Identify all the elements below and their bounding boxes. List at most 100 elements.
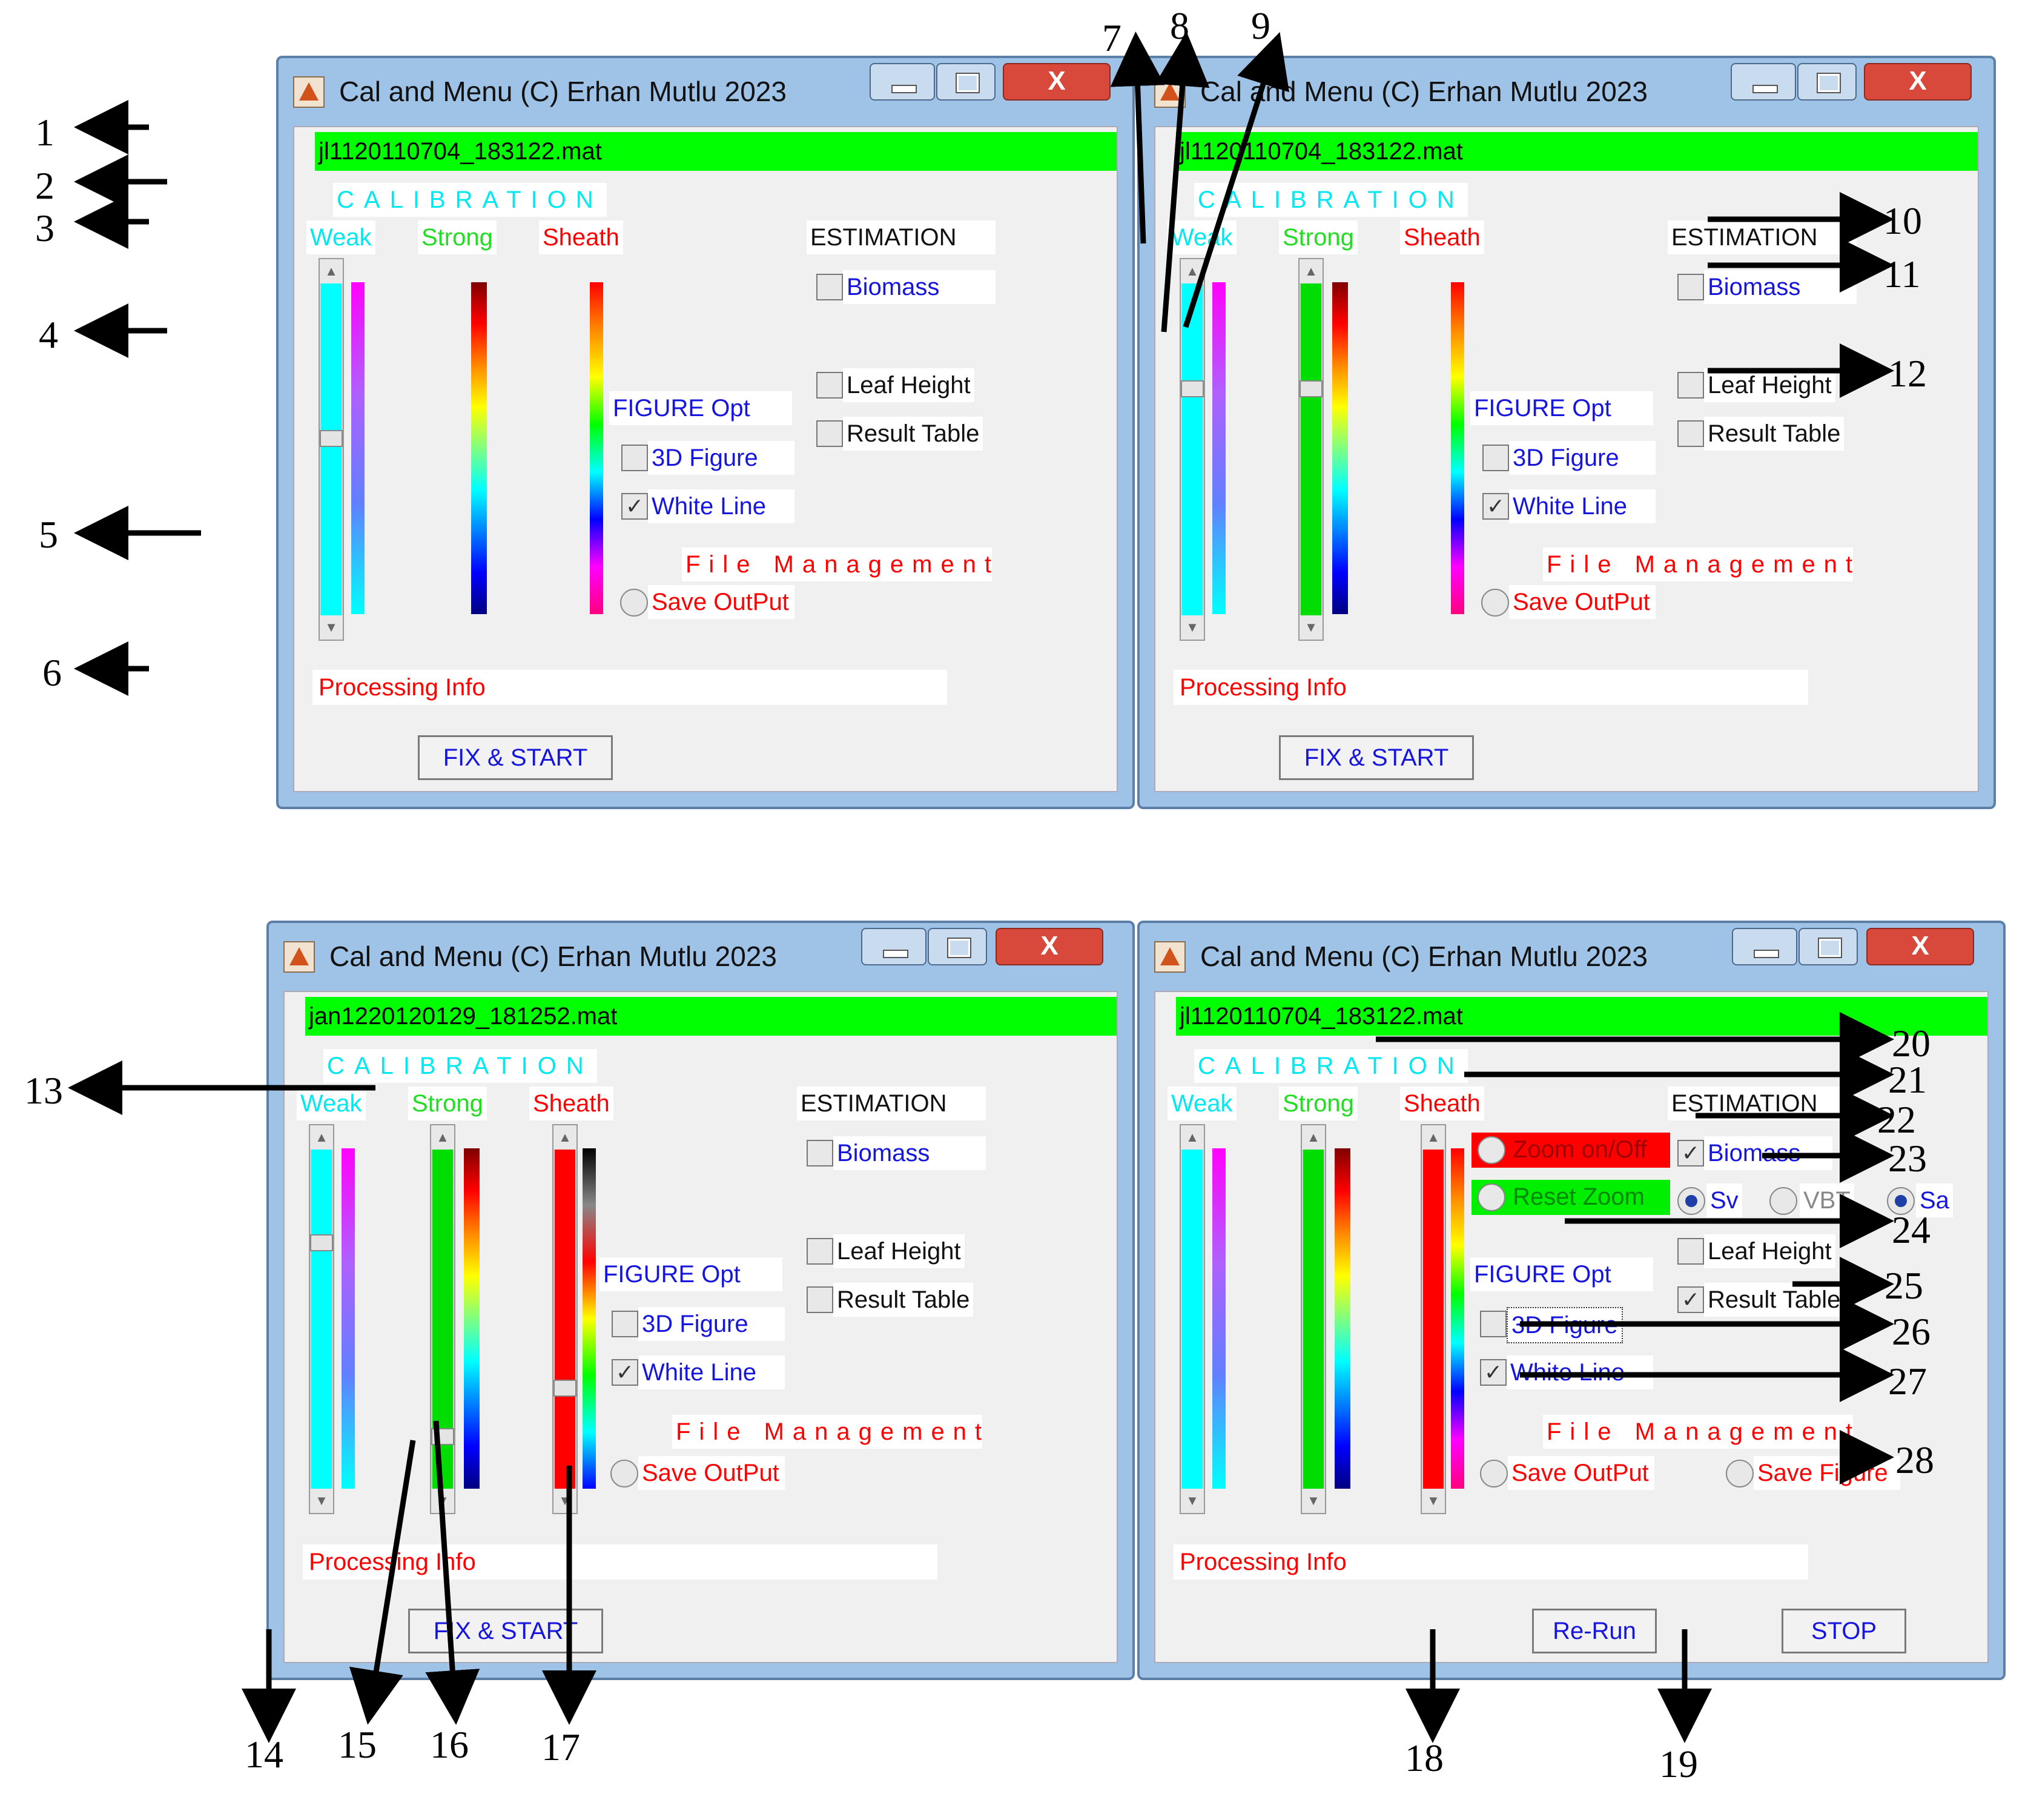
vbt-radio[interactable] xyxy=(1769,1187,1797,1215)
result-table-checkbox[interactable] xyxy=(807,1286,833,1313)
weak-slider[interactable]: ▲ ▼ xyxy=(309,1124,334,1514)
slider-thumb[interactable] xyxy=(553,1380,576,1397)
weak-slider[interactable]: ▲ ▼ xyxy=(319,258,344,641)
leaf-height-checkbox[interactable] xyxy=(1677,1238,1704,1265)
biomass-checkbox[interactable] xyxy=(1677,274,1704,300)
fix-start-button[interactable]: FIX & START xyxy=(1279,735,1474,780)
sheath-slider[interactable]: ▲ ▼ xyxy=(1421,1124,1446,1514)
slider-down-arrow[interactable]: ▼ xyxy=(310,1489,333,1513)
result-table-checkbox[interactable]: ✓ xyxy=(1677,1286,1704,1313)
leaf-height-label: Leaf Height xyxy=(833,1234,965,1268)
minimize-button[interactable] xyxy=(1731,63,1796,101)
slider-down-arrow[interactable]: ▼ xyxy=(1302,1489,1325,1513)
matlab-icon xyxy=(283,941,315,973)
callout-27: 27 xyxy=(1888,1360,1927,1403)
slider-down-arrow[interactable]: ▼ xyxy=(1300,615,1323,640)
result-table-checkbox[interactable] xyxy=(1677,420,1704,447)
reset-zoom-label: Reset Zoom xyxy=(1513,1183,1645,1210)
fix-start-button[interactable]: FIX & START xyxy=(418,735,613,780)
maximize-button[interactable] xyxy=(1798,928,1858,965)
maximize-button[interactable] xyxy=(936,63,996,101)
callout-19: 19 xyxy=(1659,1742,1698,1785)
white-line-checkbox[interactable]: ✓ xyxy=(1482,493,1509,520)
biomass-checkbox[interactable] xyxy=(816,274,843,300)
white-line-checkbox[interactable]: ✓ xyxy=(612,1359,638,1386)
leaf-height-checkbox[interactable] xyxy=(807,1238,833,1265)
3d-figure-checkbox[interactable] xyxy=(1480,1311,1507,1337)
close-button[interactable]: X xyxy=(1866,928,1974,965)
slider-up-arrow[interactable]: ▲ xyxy=(320,259,343,283)
slider-up-arrow[interactable]: ▲ xyxy=(1422,1125,1445,1150)
minimize-button[interactable] xyxy=(1732,928,1797,965)
save-output-radio[interactable] xyxy=(1481,589,1509,617)
save-output-radio[interactable] xyxy=(1480,1460,1508,1487)
strong-slider[interactable]: ▲ ▼ xyxy=(1301,1124,1326,1514)
white-line-checkbox[interactable]: ✓ xyxy=(1480,1359,1507,1386)
close-button[interactable]: X xyxy=(996,928,1103,965)
save-figure-radio[interactable] xyxy=(1726,1460,1754,1487)
slider-down-arrow[interactable]: ▼ xyxy=(1181,1489,1204,1513)
slider-up-arrow[interactable]: ▲ xyxy=(1181,1125,1204,1150)
slider-thumb[interactable] xyxy=(1300,380,1323,397)
callout-8: 8 xyxy=(1170,4,1189,47)
maximize-button[interactable] xyxy=(1797,63,1857,101)
slider-thumb[interactable] xyxy=(1181,380,1204,397)
calibration-label: CALIBRATION xyxy=(1194,1049,1468,1083)
minimize-button[interactable] xyxy=(861,928,926,965)
slider-up-arrow[interactable]: ▲ xyxy=(431,1125,454,1150)
result-table-label: Result Table xyxy=(843,417,983,451)
callout-5: 5 xyxy=(39,513,58,556)
sheath-colorbar xyxy=(583,1148,596,1489)
biomass-checkbox[interactable] xyxy=(807,1140,833,1166)
close-button[interactable]: X xyxy=(1864,63,1972,101)
reset-zoom-radio[interactable] xyxy=(1478,1183,1505,1211)
leaf-height-checkbox[interactable] xyxy=(816,372,843,399)
zoom-radio[interactable] xyxy=(1478,1136,1505,1164)
figure-opt-label: FIGURE Opt xyxy=(609,391,792,425)
client-area: jl1120110704_183122.mat CALIBRATION Weak… xyxy=(293,126,1118,792)
sv-radio[interactable] xyxy=(1677,1187,1705,1215)
slider-thumb[interactable] xyxy=(310,1234,333,1251)
biomass-checkbox[interactable]: ✓ xyxy=(1677,1140,1704,1166)
slider-down-arrow[interactable]: ▼ xyxy=(553,1489,576,1513)
minimize-button[interactable] xyxy=(870,63,935,101)
leaf-height-checkbox[interactable] xyxy=(1677,372,1704,399)
callout-1: 1 xyxy=(35,111,54,154)
slider-down-arrow[interactable]: ▼ xyxy=(1422,1489,1445,1513)
save-output-radio[interactable] xyxy=(610,1460,638,1487)
re-run-button[interactable]: Re-Run xyxy=(1532,1609,1657,1653)
3d-figure-checkbox[interactable] xyxy=(621,445,648,471)
callout-21: 21 xyxy=(1888,1058,1927,1101)
title-bar[interactable]: Cal and Menu (C) Erhan Mutlu 2023 X xyxy=(1140,923,2003,991)
maximize-button[interactable] xyxy=(928,928,987,965)
stop-button[interactable]: STOP xyxy=(1782,1609,1906,1653)
white-line-checkbox[interactable]: ✓ xyxy=(621,493,648,520)
sheath-colorbar xyxy=(590,282,603,614)
slider-up-arrow[interactable]: ▲ xyxy=(1300,259,1323,283)
slider-fill xyxy=(1423,1150,1444,1489)
3d-figure-checkbox[interactable] xyxy=(612,1311,638,1337)
slider-up-arrow[interactable]: ▲ xyxy=(1302,1125,1325,1150)
callout-14: 14 xyxy=(245,1733,283,1776)
slider-up-arrow[interactable]: ▲ xyxy=(310,1125,333,1150)
weak-slider[interactable]: ▲ ▼ xyxy=(1180,258,1205,641)
slider-up-arrow[interactable]: ▲ xyxy=(553,1125,576,1150)
strong-slider[interactable]: ▲ ▼ xyxy=(1298,258,1324,641)
weak-slider[interactable]: ▲ ▼ xyxy=(1180,1124,1205,1514)
title-bar[interactable]: Cal and Menu (C) Erhan Mutlu 2023 X xyxy=(279,58,1132,126)
slider-thumb[interactable] xyxy=(320,430,343,447)
weak-label: Weak xyxy=(1168,220,1237,254)
sa-label: Sa xyxy=(1916,1183,1953,1217)
title-bar[interactable]: Cal and Menu (C) Erhan Mutlu 2023 X xyxy=(269,923,1132,991)
figure-opt-label: FIGURE Opt xyxy=(1470,1257,1653,1291)
slider-fill xyxy=(311,1150,332,1489)
sheath-slider[interactable]: ▲ ▼ xyxy=(552,1124,578,1514)
3d-figure-checkbox[interactable] xyxy=(1482,445,1509,471)
slider-down-arrow[interactable]: ▼ xyxy=(320,615,343,640)
result-table-checkbox[interactable] xyxy=(816,420,843,447)
slider-fill xyxy=(321,283,342,615)
slider-down-arrow[interactable]: ▼ xyxy=(1181,615,1204,640)
save-output-radio[interactable] xyxy=(620,589,648,617)
close-button[interactable]: X xyxy=(1003,63,1111,101)
